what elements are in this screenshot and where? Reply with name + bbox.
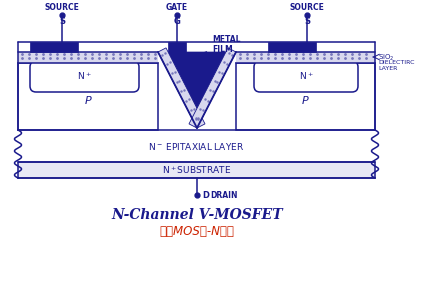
Bar bbox=[18, 52, 158, 63]
Text: SiO$_2$: SiO$_2$ bbox=[378, 53, 395, 63]
Text: N$^+$: N$^+$ bbox=[77, 71, 92, 82]
Text: DRAIN: DRAIN bbox=[210, 191, 237, 199]
Text: D: D bbox=[202, 191, 209, 199]
Text: METAL
FILM: METAL FILM bbox=[196, 35, 240, 56]
Text: DIELECTIRC: DIELECTIRC bbox=[378, 60, 414, 65]
Bar bbox=[168, 42, 186, 52]
Text: N-Channel V-MOSFET: N-Channel V-MOSFET bbox=[111, 208, 283, 222]
Bar bbox=[30, 42, 78, 52]
Bar bbox=[236, 52, 375, 63]
Text: S: S bbox=[59, 17, 65, 26]
Text: N$^-$ EPITAXIAL LAYER: N$^-$ EPITAXIAL LAYER bbox=[148, 140, 245, 152]
FancyBboxPatch shape bbox=[30, 61, 139, 92]
Text: GATE: GATE bbox=[166, 3, 188, 12]
Text: N$^+$SUBSTRATE: N$^+$SUBSTRATE bbox=[162, 164, 231, 176]
Text: N$^+$: N$^+$ bbox=[299, 71, 313, 82]
Polygon shape bbox=[189, 48, 236, 128]
Bar bbox=[18, 42, 375, 178]
Bar bbox=[18, 63, 158, 130]
Polygon shape bbox=[158, 48, 205, 128]
Polygon shape bbox=[158, 52, 236, 128]
Text: SOURCE: SOURCE bbox=[45, 3, 79, 12]
Text: P: P bbox=[302, 96, 309, 106]
Text: 功率MOS管-N通道: 功率MOS管-N通道 bbox=[160, 225, 234, 238]
Bar bbox=[18, 162, 375, 178]
Text: SOURCE: SOURCE bbox=[289, 3, 325, 12]
FancyBboxPatch shape bbox=[254, 61, 358, 92]
Bar bbox=[268, 42, 316, 52]
Text: LAYER: LAYER bbox=[378, 66, 398, 71]
Bar bbox=[236, 63, 375, 130]
Text: P: P bbox=[85, 96, 92, 106]
Text: S: S bbox=[304, 17, 310, 26]
Text: G: G bbox=[174, 17, 181, 26]
